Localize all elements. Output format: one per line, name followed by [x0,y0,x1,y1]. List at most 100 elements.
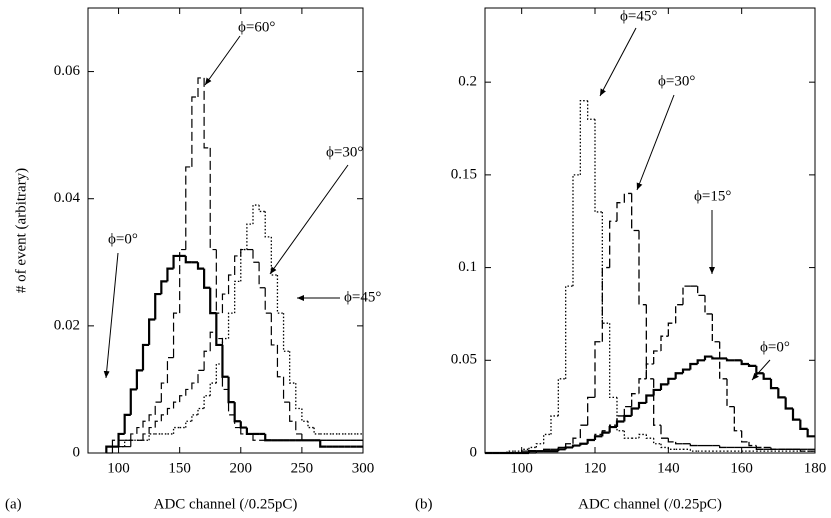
histogram-step [653,438,661,445]
histogram-step [252,249,260,263]
histogram-step [711,313,720,343]
series-label: ϕ=60° [238,19,275,35]
histogram-step [645,394,654,403]
histogram-step [675,441,683,445]
y-tick-label: 0.15 [451,166,477,182]
histogram-step [191,96,198,167]
histogram-step [179,248,186,314]
histogram-step [755,365,764,375]
histogram-step [129,388,137,415]
histogram-step [160,280,168,295]
histogram-step [637,401,647,409]
histogram-step [615,420,625,428]
histogram-step [111,439,119,447]
series-label: ϕ=30° [326,144,363,160]
histogram-step [543,433,551,444]
histogram-step [142,433,150,441]
histogram-step [689,443,698,447]
histogram-step [148,414,156,422]
histogram-step [148,318,156,345]
histogram-step [234,280,241,314]
histogram-step [295,421,302,435]
histogram-step [319,440,327,448]
histogram-step [221,344,229,378]
histogram-step [166,357,174,384]
histogram-step [579,424,588,439]
plot-frame [87,7,364,454]
series-label: ϕ=45° [620,8,657,24]
histogram-step [659,383,669,390]
histogram-step [313,427,321,435]
histogram-step [160,414,168,422]
y-tick-label: 0.2 [458,74,477,90]
histogram-step [185,388,192,396]
histogram-step [550,415,559,435]
histogram-step [227,312,235,339]
histogram-step [623,405,632,416]
label-arrow [599,27,637,97]
x-tick-label: 180 [804,460,827,476]
histogram-step [725,358,735,362]
histogram-step [197,407,205,415]
histogram-step [289,402,296,422]
histogram-step [135,369,143,390]
histogram-step [689,362,698,370]
histogram-step [245,427,253,436]
label-arrow [103,252,119,379]
histogram-step [239,421,247,429]
histogram-step [579,100,588,175]
label-arrow [636,94,675,191]
histogram-step [105,445,113,453]
histogram-step [645,434,654,439]
histogram-step [185,166,192,250]
series-label: ϕ=0° [108,231,138,247]
x-tick-label: 100 [107,460,130,476]
histogram-step [623,192,632,203]
y-tick-label: 0 [73,444,81,460]
histogram-step [227,274,235,295]
histogram-step [704,295,713,315]
histogram-step [185,420,192,428]
histogram-step [154,420,162,428]
histogram-step [535,443,544,448]
histogram-step [675,304,683,324]
x-tick-label: 100 [510,460,533,476]
x-tick-label: 120 [584,460,607,476]
histogram-step [755,445,764,449]
histogram-step [270,236,278,276]
histogram-step [557,378,566,416]
histogram-step [587,100,595,120]
histogram-step [111,446,119,453]
x-tick-label: 140 [657,460,680,476]
histogram-step [799,449,808,452]
histogram-step [252,204,260,225]
histogram-step [233,402,241,423]
histogram-step [748,441,757,447]
histogram-step [227,389,235,416]
histogram-step [215,313,223,347]
x-tick-label: 150 [168,460,191,476]
histogram-step [645,363,654,379]
histogram-step [682,285,691,305]
histogram-step [179,395,186,403]
histogram-step [586,438,595,444]
histogram-step [209,287,217,315]
histogram-step [295,383,302,410]
histogram-step [209,147,217,251]
x-tick-label: 160 [730,460,753,476]
histogram-step [681,368,691,374]
histogram-step [197,369,205,384]
histogram-step [105,446,113,453]
histogram-step [276,275,284,314]
y-tick-label: 0.06 [54,63,81,79]
series-label: ϕ=0° [760,339,790,355]
histogram-step [733,406,742,432]
histogram-step [196,262,205,270]
histogram-step [762,373,771,380]
histogram-step [136,426,143,434]
histogram-step [215,249,223,340]
histogram-step [221,337,229,364]
histogram-step [747,364,757,367]
histogram-step [806,428,815,438]
histogram-step [264,211,272,238]
